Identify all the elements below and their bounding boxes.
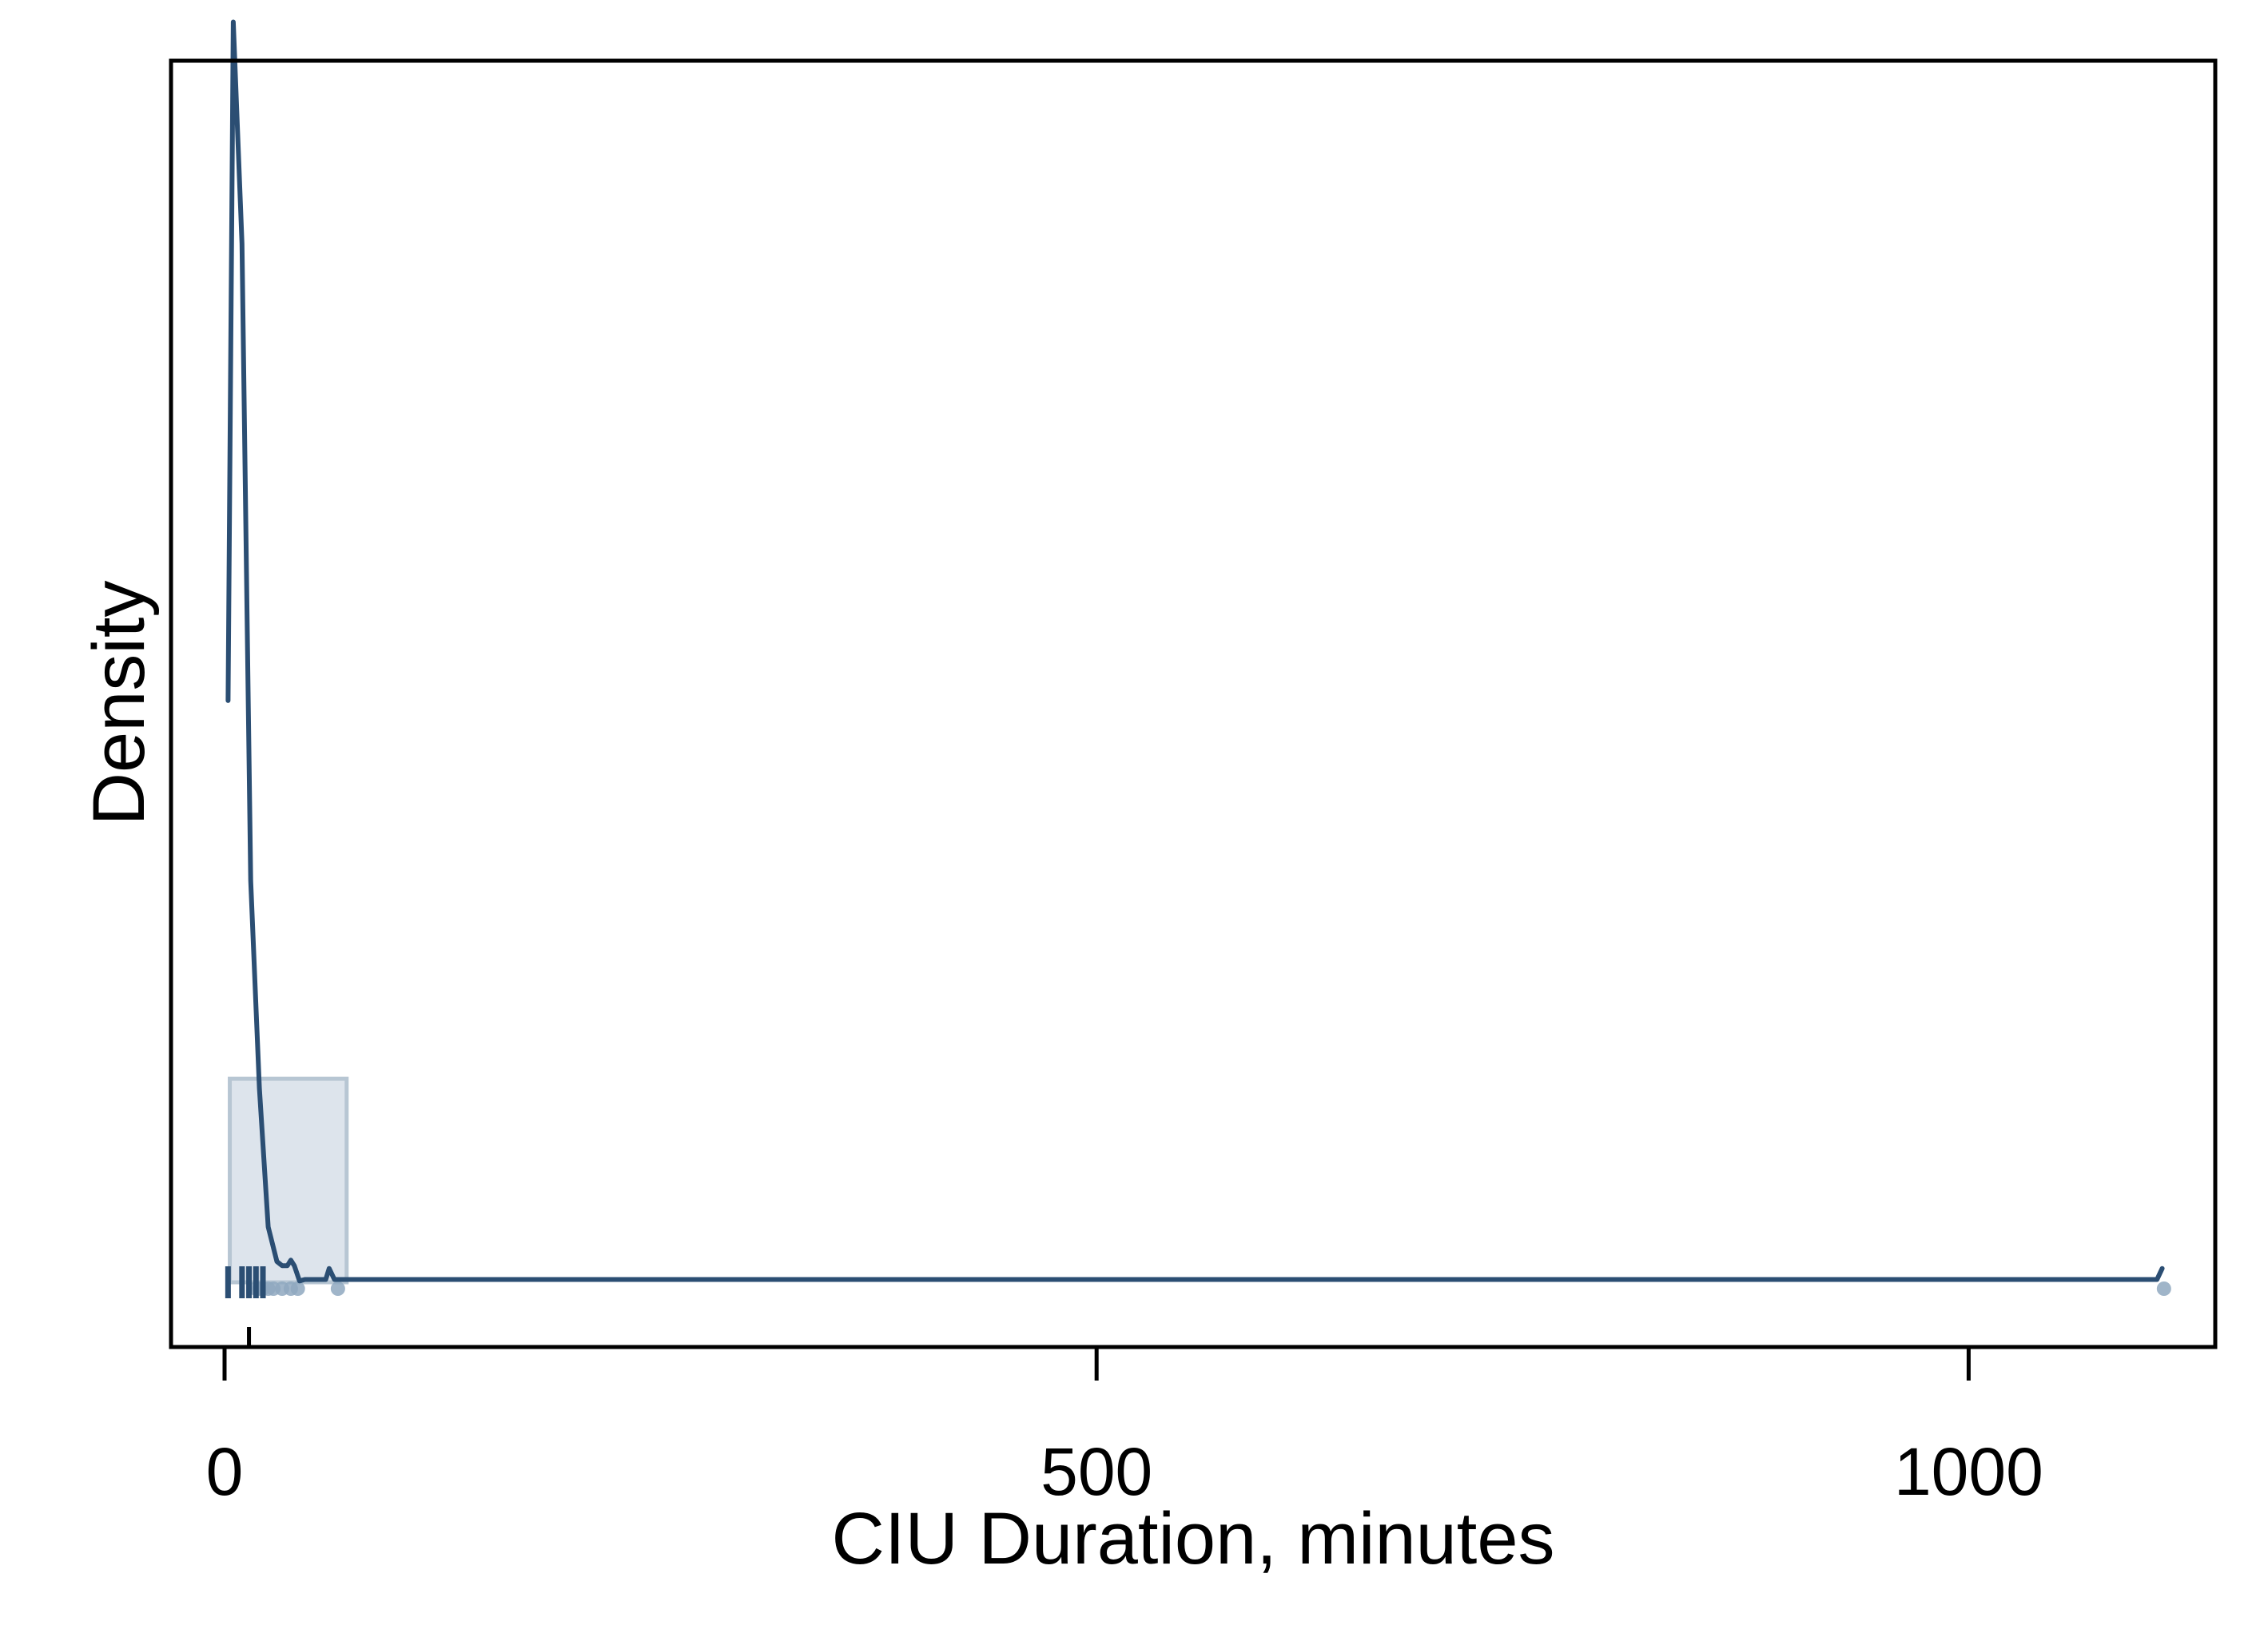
y-axis-title: Density <box>78 581 160 826</box>
x-tick-label-0: 0 <box>206 1434 244 1509</box>
x-axis: 0 500 1000 <box>171 1345 2215 1509</box>
x-tick-label-500: 500 <box>1040 1434 1152 1509</box>
outlier-point-9 <box>2156 1281 2171 1296</box>
density-line-series <box>225 19 2165 1284</box>
outlier-point-7 <box>290 1281 305 1296</box>
iqr-box <box>228 1076 349 1285</box>
density-line-0 <box>225 19 2165 1284</box>
outlier-point-8 <box>330 1281 345 1296</box>
x-tick-label-1000: 1000 <box>1894 1434 2043 1509</box>
x-axis-title: CIU Duration, minutes <box>832 1498 1555 1579</box>
rug-marks <box>225 1266 266 1298</box>
outlier-points <box>249 1281 2171 1296</box>
boxplot <box>228 1076 349 1347</box>
